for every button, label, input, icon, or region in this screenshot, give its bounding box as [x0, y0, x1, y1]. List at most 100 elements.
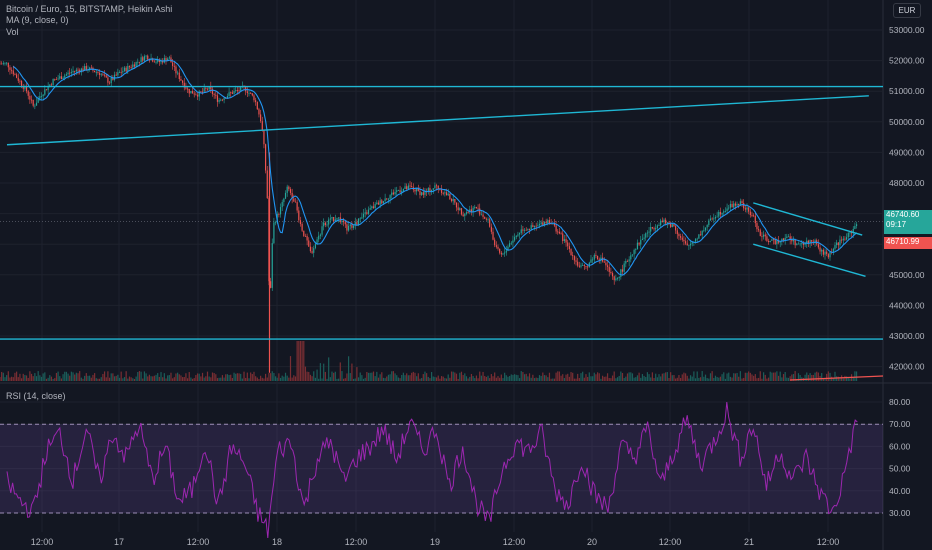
volume-bar	[406, 373, 408, 381]
volume-bar	[283, 376, 285, 381]
volume-bar	[128, 376, 131, 381]
volume-bar	[238, 373, 240, 381]
candle-body	[636, 242, 639, 250]
volume-bar	[522, 372, 524, 381]
candle-body	[7, 62, 9, 68]
volume-bar	[829, 372, 831, 381]
candle-body	[718, 211, 720, 217]
volume-bar	[824, 377, 826, 381]
candle-body	[731, 203, 733, 208]
candle-body	[326, 224, 328, 226]
volume-bar	[309, 374, 312, 381]
candle-body	[286, 186, 288, 193]
drawings[interactable]	[0, 85, 884, 381]
candle-body	[759, 230, 761, 237]
volume-bar	[846, 376, 848, 381]
volume-bar	[11, 376, 13, 381]
volume-bar	[196, 373, 199, 381]
volume-bar	[585, 374, 587, 381]
candle-body	[213, 94, 215, 95]
candle-body	[69, 72, 71, 74]
candle-body	[256, 102, 258, 110]
candle-body	[271, 243, 273, 288]
candle-body	[656, 225, 658, 229]
volume-bar	[65, 371, 67, 381]
candle-body	[630, 255, 632, 260]
candle-body	[128, 66, 131, 68]
candle-body	[397, 190, 399, 191]
candle-body	[801, 243, 803, 244]
candle-body	[278, 214, 280, 215]
volume-bar	[827, 371, 829, 381]
candle-body	[361, 217, 363, 219]
candle-body	[739, 201, 741, 206]
volume-bar	[598, 373, 600, 381]
candle-body	[593, 255, 595, 260]
volume-bar	[435, 377, 438, 381]
volume-bar	[39, 375, 41, 381]
candle-body	[37, 98, 39, 103]
volume-bar	[339, 362, 341, 381]
candle-body	[553, 223, 556, 226]
volume-bar	[839, 377, 841, 381]
volume-bar	[54, 378, 56, 381]
volume-bar	[439, 378, 441, 381]
volume-bar	[826, 373, 828, 381]
volume-bar	[279, 377, 282, 381]
candle-body	[640, 239, 642, 245]
candle-body	[0, 63, 1, 65]
volume-bar	[228, 374, 230, 381]
candle-body	[369, 208, 371, 210]
candle-body	[751, 215, 753, 216]
volume-bar	[799, 374, 801, 381]
candle-body	[311, 251, 313, 253]
price-axis[interactable]: 42000.0043000.0044000.0045000.0046000.00…	[889, 25, 925, 518]
volume-bar	[509, 375, 511, 381]
candle-body	[389, 195, 391, 199]
main-legend-title[interactable]: Bitcoin / Euro, 15, BITSTAMP, Heikin Ash…	[6, 4, 173, 14]
volume-bar	[621, 372, 624, 381]
candle-body	[143, 56, 146, 61]
volume-bar	[507, 376, 509, 381]
candle-body	[329, 218, 331, 220]
candle-body	[167, 58, 169, 62]
volume-bar	[781, 377, 783, 381]
candle-body	[422, 192, 424, 195]
volume-bar	[518, 378, 521, 381]
candle-body	[215, 94, 217, 96]
volume-bar	[631, 373, 634, 381]
candle-body	[761, 236, 763, 237]
volume-bar	[706, 378, 708, 381]
candle-body	[753, 215, 755, 217]
candle-body	[404, 186, 406, 190]
candle-body	[643, 237, 645, 239]
time-axis[interactable]: 12:00 17 12:00 18 12:00 19 12:00 20 12:00 21 12:00	[31, 537, 840, 547]
currency-badge[interactable]: EUR	[893, 3, 921, 18]
vol-legend[interactable]: Vol	[6, 27, 19, 37]
volume-bar	[447, 374, 449, 381]
volume-bar	[605, 376, 607, 381]
candle-body	[497, 246, 499, 249]
candle-body	[25, 86, 28, 92]
volume-bar	[499, 377, 501, 381]
candle-body	[359, 218, 361, 220]
volume-bar	[675, 378, 677, 381]
candle-body	[769, 240, 771, 243]
volume-bar	[168, 375, 170, 381]
volume-bar	[842, 378, 844, 381]
candle-body	[577, 261, 579, 266]
volume-bar	[597, 372, 599, 381]
candle-body	[837, 242, 839, 246]
volume-bar	[40, 376, 43, 381]
volume-bar	[20, 378, 23, 381]
volume-bar	[515, 374, 517, 381]
volume-bar	[837, 376, 839, 381]
volume-bar	[492, 376, 494, 381]
candle-body	[210, 86, 212, 90]
rsi-legend[interactable]: RSI (14, close)	[6, 391, 66, 401]
candle-body	[72, 71, 74, 73]
ma-legend[interactable]: MA (9, close, 0)	[6, 15, 69, 25]
candle-body	[62, 77, 64, 80]
volume-bar	[236, 373, 238, 381]
